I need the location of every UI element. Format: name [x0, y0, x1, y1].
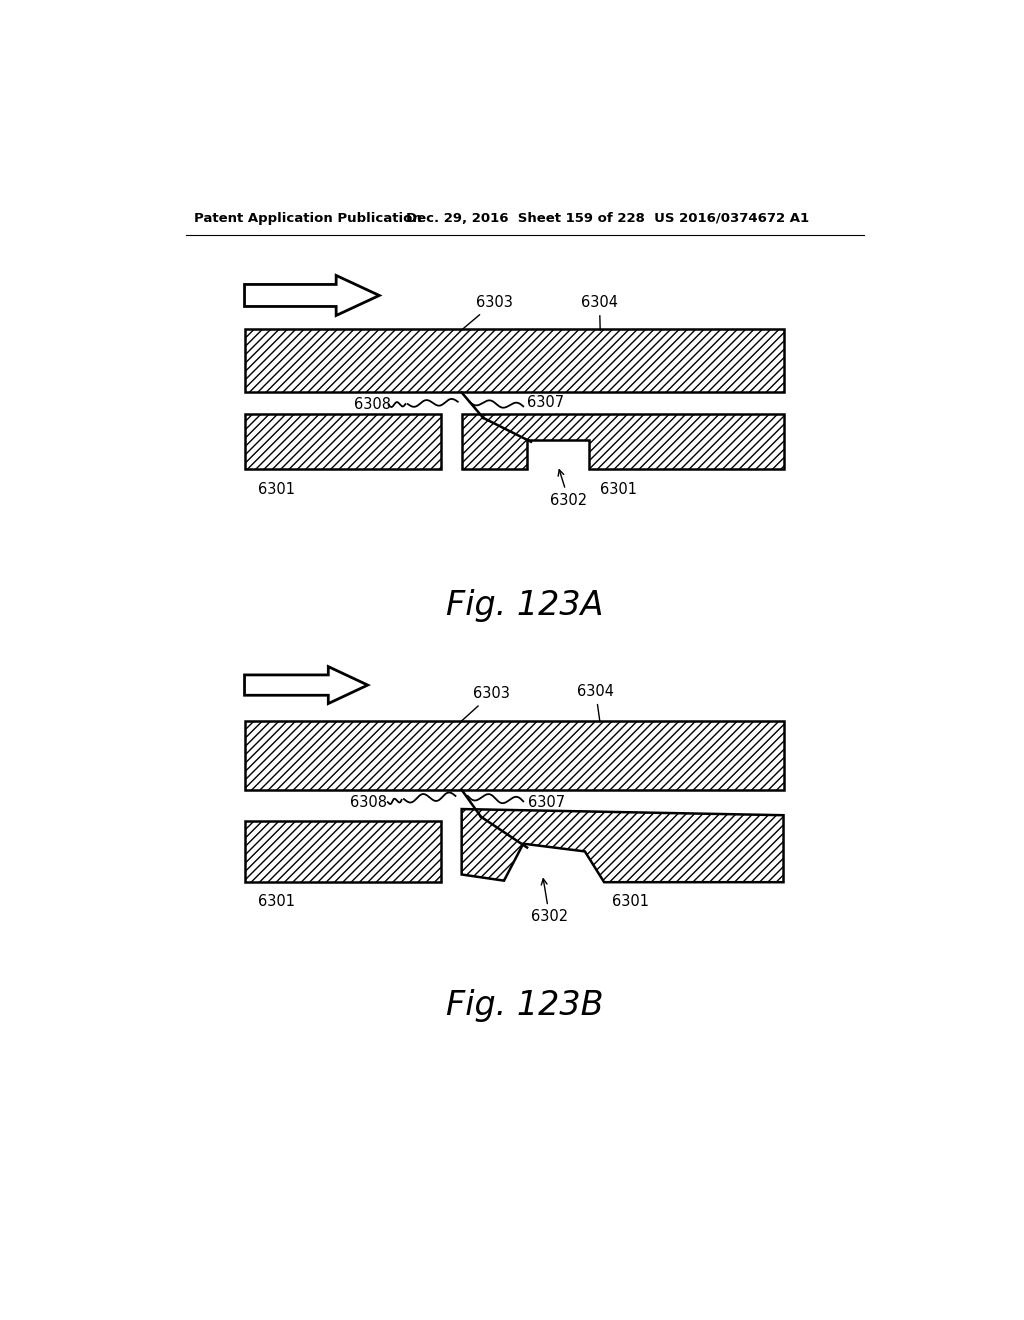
Polygon shape: [462, 414, 783, 470]
Text: 6308: 6308: [354, 397, 391, 412]
Bar: [245, 721, 783, 789]
Text: 6304: 6304: [581, 296, 618, 330]
Polygon shape: [245, 276, 379, 315]
Text: 6307: 6307: [527, 395, 564, 411]
Text: 6304: 6304: [578, 684, 614, 722]
Text: 6303: 6303: [460, 296, 512, 331]
Text: 6308: 6308: [350, 796, 387, 810]
Text: 6303: 6303: [460, 686, 510, 722]
Bar: [245, 330, 783, 392]
Polygon shape: [245, 667, 368, 704]
Bar: [245, 821, 441, 882]
Text: 6302: 6302: [550, 470, 588, 508]
Text: Patent Application Publication: Patent Application Publication: [194, 213, 422, 224]
Text: Fig. 123A: Fig. 123A: [446, 589, 603, 622]
Polygon shape: [462, 809, 783, 882]
Text: 6301: 6301: [258, 482, 295, 496]
Bar: [245, 414, 441, 470]
Text: 6301: 6301: [600, 482, 637, 496]
Text: 6301: 6301: [258, 894, 295, 908]
Text: 6302: 6302: [531, 879, 568, 924]
Text: Fig. 123B: Fig. 123B: [446, 989, 603, 1022]
Text: Dec. 29, 2016  Sheet 159 of 228  US 2016/0374672 A1: Dec. 29, 2016 Sheet 159 of 228 US 2016/0…: [407, 213, 809, 224]
Text: 6307: 6307: [528, 795, 565, 809]
Text: 6301: 6301: [611, 894, 649, 908]
